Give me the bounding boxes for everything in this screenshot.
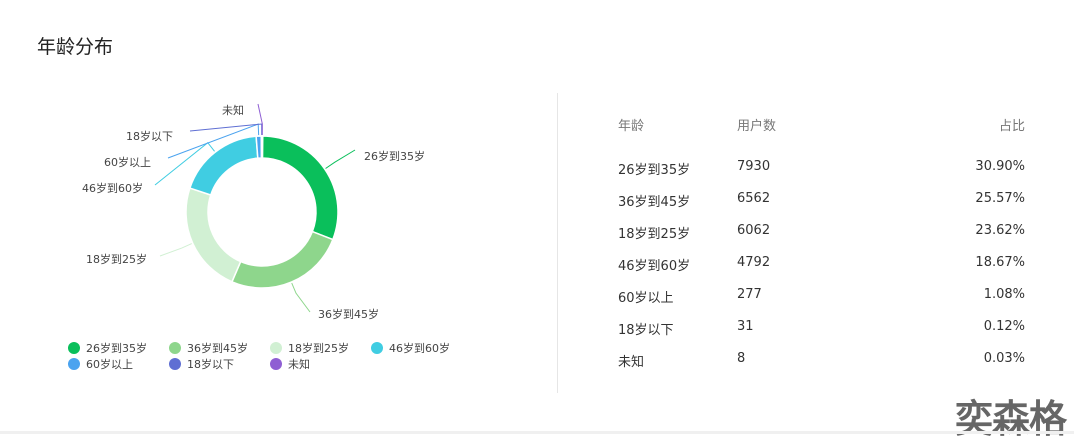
slice-label: 36岁到45岁 [318,308,379,321]
slice-label: 18岁以下 [126,130,173,143]
table-cell: 6062 [737,223,771,238]
slice-label: 未知 [222,104,244,117]
legend-item[interactable]: 60岁以上 [68,356,133,372]
label-line [159,243,192,257]
watermark-logo: 奕森格 [955,397,1067,441]
table-cell: 25.57% [975,191,1025,206]
legend-label: 18岁到25岁 [288,342,349,355]
legend-dot-icon [270,358,282,370]
legend-item[interactable]: 36岁到45岁 [169,340,248,356]
label-line [257,103,263,136]
divider [557,93,558,393]
donut-chart [154,103,356,313]
donut-slice[interactable] [261,135,264,159]
legend-label: 未知 [288,358,310,371]
table-cell: 未知 [618,355,645,370]
legend-dot-icon [68,342,80,354]
donut-slice[interactable] [185,187,242,283]
legend-label: 46岁到60岁 [389,342,450,355]
table-cell: 6562 [737,191,771,206]
legend-dot-icon [169,342,181,354]
table-cell: 1.08% [983,287,1025,302]
table-header: 用户数 [737,119,777,134]
table-cell: 0.12% [983,319,1025,334]
legend-item[interactable]: 未知 [270,356,310,372]
slice-label: 26岁到35岁 [364,150,425,163]
table-cell: 7930 [737,159,771,174]
table-cell: 26岁到35岁 [618,163,691,178]
slice-label: 60岁以上 [104,156,151,169]
bottom-border [0,431,1074,434]
legend-dot-icon [68,358,80,370]
table-cell: 8 [737,351,746,366]
label-line [189,123,263,136]
legend-label: 18岁以下 [187,358,234,371]
table-header: 占比 [998,119,1025,134]
legend-label: 60岁以上 [86,358,133,371]
donut-slice[interactable] [261,135,339,241]
table-cell: 18.67% [975,255,1025,270]
legend-label: 26岁到35岁 [86,342,147,355]
legend-dot-icon [371,342,383,354]
table-cell: 31 [737,319,754,334]
table-cell: 23.62% [975,223,1025,238]
table-cell: 277 [737,287,762,302]
legend-item[interactable]: 18岁以下 [169,356,234,372]
page-title: 年龄分布 [37,36,114,58]
legend-dot-icon [169,358,181,370]
table-cell: 4792 [737,255,771,270]
legend-item[interactable]: 26岁到35岁 [68,340,147,356]
donut-slice[interactable] [188,135,259,196]
table-cell: 18岁到25岁 [618,227,691,242]
slice-label: 18岁到25岁 [86,253,147,266]
table-cell: 60岁以上 [618,291,674,306]
table-cell: 0.03% [983,351,1025,366]
table-cell: 30.90% [975,159,1025,174]
legend-label: 36岁到45岁 [187,342,248,355]
table-cell: 36岁到45岁 [618,195,691,210]
legend-item[interactable]: 18岁到25岁 [270,340,349,356]
legend-item[interactable]: 46岁到60岁 [371,340,450,356]
label-line [325,149,356,169]
table-cell: 46岁到60岁 [618,259,691,274]
table-cell: 18岁以下 [618,323,674,338]
table-header: 年龄 [618,119,645,134]
slice-label: 46岁到60岁 [82,182,143,195]
donut-slice[interactable] [230,230,334,289]
label-line [291,282,311,313]
legend-dot-icon [270,342,282,354]
